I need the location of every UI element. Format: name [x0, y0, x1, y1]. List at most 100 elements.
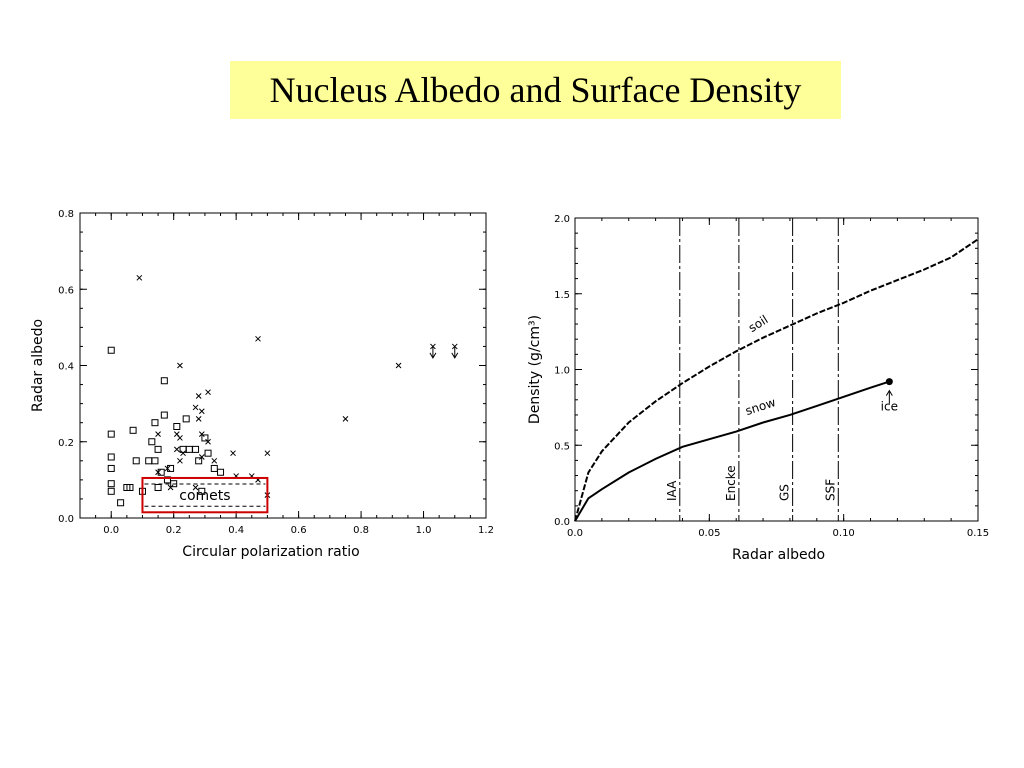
- square-point: [129, 426, 137, 434]
- left-x-tick-label: 1.0: [416, 525, 432, 536]
- square-point: [154, 484, 162, 491]
- left-scatter-chart: 0.0 0.2 0.4 0.6 0.8 1.0 1.2 0.0 0.2 0.4 0.6 0.8 Circ…: [30, 209, 494, 560]
- comets-box: [141, 476, 269, 514]
- cross-point: [192, 484, 199, 491]
- square-point: [132, 457, 140, 465]
- square-point: [107, 453, 115, 461]
- square-point: [148, 438, 156, 446]
- comets-label: comets: [179, 488, 230, 504]
- square-point: [154, 445, 162, 453]
- vline-label: SSF: [823, 479, 837, 501]
- square-point: [160, 411, 168, 419]
- left-plot-frame: [79, 212, 487, 519]
- right-x-tick-label: 0.15: [967, 528, 989, 539]
- right-x-tick-label: 0.10: [833, 528, 855, 539]
- ice-point: [885, 378, 893, 386]
- right-line-chart: 0.0 0.05 0.10 0.15 0.0 0.5 1.0 1.5 2.0 Radar albe…: [527, 214, 989, 563]
- square-point: [107, 464, 115, 472]
- square-point: [117, 499, 125, 507]
- cross-point: [255, 335, 261, 342]
- cross-point: [164, 465, 171, 472]
- square-point: [182, 415, 190, 423]
- square-point: [145, 457, 153, 465]
- title-box-overlay: Nucleus Albedo and Surface Density: [230, 61, 841, 119]
- square-point: [157, 468, 165, 476]
- cross-point: [205, 438, 211, 445]
- left-x-tick-label: 0.2: [166, 525, 182, 536]
- vline-label: Encke: [724, 465, 738, 501]
- left-y-tick-label: 0.4: [58, 362, 74, 373]
- vline-label: IAA: [665, 480, 679, 501]
- left-y-axis-label: Radar albedo: [30, 319, 46, 412]
- cross-point: [177, 457, 183, 464]
- right-x-axis-label: Radar albedo: [732, 547, 825, 563]
- right-x-tick-label: 0.0: [567, 528, 583, 539]
- left-x-tick-label: 1.2: [478, 525, 494, 536]
- square-point: [192, 445, 200, 453]
- ice-label: ice: [881, 400, 898, 414]
- square-point: [217, 468, 225, 476]
- left-x-tick-label: 0.8: [353, 525, 369, 536]
- cross-point: [342, 416, 349, 422]
- square-point: [167, 464, 175, 472]
- cross-point: [195, 416, 202, 422]
- cross-point: [211, 457, 218, 464]
- left-y-tick-label: 0.6: [58, 285, 74, 296]
- right-y-tick-label: 1.5: [554, 290, 570, 301]
- left-y-tick-label: 0.8: [58, 209, 74, 220]
- cross-point: [198, 408, 205, 415]
- right-y-tick-label: 2.0: [554, 214, 570, 225]
- square-point: [107, 430, 115, 438]
- cross-point: [198, 454, 205, 460]
- square-point: [151, 457, 159, 465]
- square-point: [151, 419, 159, 427]
- series-label-snow: snow: [744, 395, 778, 418]
- cross-point: [180, 450, 186, 457]
- vline-label: GS: [778, 484, 792, 501]
- cross-point: [205, 389, 211, 396]
- left-x-tick-label: 0.6: [291, 525, 307, 536]
- cross-point: [395, 362, 402, 369]
- cross-point: [192, 404, 199, 411]
- range-arrowhead: [451, 352, 459, 359]
- cross-point: [167, 484, 174, 491]
- left-x-tick-label: 0.0: [103, 525, 119, 536]
- square-point: [201, 434, 209, 442]
- cross-point: [177, 435, 183, 441]
- series-label-soil: soil: [746, 312, 771, 335]
- square-point: [198, 487, 206, 495]
- right-y-tick-label: 0.0: [554, 517, 570, 528]
- cross-point: [136, 274, 143, 281]
- cross-point: [155, 431, 161, 437]
- square-point: [160, 377, 168, 385]
- cross-point: [198, 431, 205, 437]
- right-x-tick-label: 0.05: [698, 528, 720, 539]
- left-x-tick-label: 0.4: [228, 525, 244, 536]
- square-point: [107, 346, 115, 354]
- cross-point: [155, 469, 161, 476]
- square-point: [126, 484, 134, 491]
- series-line-snow: [574, 380, 890, 522]
- cross-point: [177, 362, 183, 369]
- range-arrowhead: [429, 352, 437, 359]
- square-point: [107, 480, 115, 488]
- right-y-tick-label: 0.5: [554, 441, 570, 452]
- square-point: [163, 476, 171, 484]
- left-y-tick-label: 0.0: [58, 514, 74, 525]
- right-y-tick-label: 1.0: [554, 366, 570, 377]
- left-x-axis-label: Circular polarization ratio: [182, 544, 359, 560]
- square-point: [210, 464, 218, 472]
- square-point: [204, 449, 212, 457]
- cross-point: [173, 446, 180, 453]
- square-point: [170, 480, 178, 488]
- square-point: [195, 457, 203, 465]
- ice-arrowhead: [885, 389, 893, 396]
- square-point: [107, 487, 115, 495]
- slide-title: Nucleus Albedo and Surface Density: [269, 70, 802, 110]
- square-point: [185, 445, 193, 453]
- square-point: [173, 423, 181, 430]
- left-y-tick-label: 0.2: [58, 438, 74, 449]
- series-line-soil: [574, 238, 979, 522]
- cross-point: [230, 450, 236, 457]
